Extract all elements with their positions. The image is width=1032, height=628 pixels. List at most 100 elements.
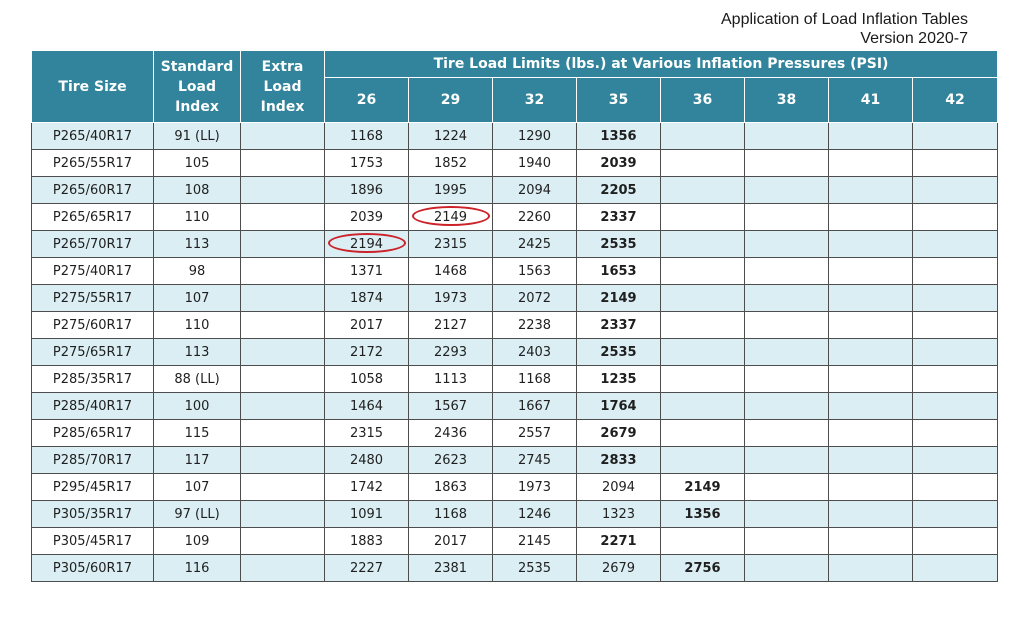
table-row: P285/70R17 117 2480 2623 2745 2833 xyxy=(31,446,999,474)
load-cell xyxy=(911,419,999,447)
table-row: P265/60R17 108 1896 1995 2094 2205 xyxy=(31,176,999,204)
tire-size-cell: P305/35R17 xyxy=(31,500,154,528)
col-header-psi-38: 38 xyxy=(744,77,829,123)
tire-size-cell: P305/60R17 xyxy=(31,554,154,582)
load-cell xyxy=(911,392,999,420)
tire-size-cell: P275/55R17 xyxy=(31,284,154,312)
load-cell xyxy=(911,338,999,366)
load-cell xyxy=(828,230,913,258)
load-cell: 2833 xyxy=(576,446,661,474)
extra-load-index-cell xyxy=(240,122,325,150)
document-version: Version 2020-7 xyxy=(860,30,968,47)
load-cell xyxy=(744,392,829,420)
col-header-extra-load-index: Extra Load Index xyxy=(240,50,325,123)
load-cell: 1168 xyxy=(408,500,493,528)
table-row: P285/40R17 100 1464 1567 1667 1764 xyxy=(31,392,999,420)
tire-size-cell: P285/70R17 xyxy=(31,446,154,474)
load-cell: 2172 xyxy=(324,338,409,366)
table-row: P305/45R17 109 1883 2017 2145 2271 xyxy=(31,527,999,555)
load-cell xyxy=(660,230,745,258)
standard-load-index-cell: 108 xyxy=(153,176,241,204)
load-cell xyxy=(744,446,829,474)
load-cell: 1323 xyxy=(576,500,661,528)
load-cell: 2679 xyxy=(576,554,661,582)
load-cell xyxy=(744,230,829,258)
col-header-tire-size: Tire Size xyxy=(31,50,154,123)
load-cell: 2315 xyxy=(324,419,409,447)
load-cell: 1653 xyxy=(576,257,661,285)
standard-load-index-cell: 113 xyxy=(153,230,241,258)
load-cell xyxy=(828,338,913,366)
load-cell xyxy=(744,257,829,285)
load-cell: 1058 xyxy=(324,365,409,393)
load-cell: 2039 xyxy=(576,149,661,177)
load-cell: 2227 xyxy=(324,554,409,582)
load-cell: 1667 xyxy=(492,392,577,420)
load-cell xyxy=(744,473,829,501)
standard-load-index-cell: 109 xyxy=(153,527,241,555)
col-header-psi-42: 42 xyxy=(911,77,999,123)
load-cell: 2271 xyxy=(576,527,661,555)
load-cell xyxy=(660,257,745,285)
load-cell xyxy=(744,122,829,150)
load-cell xyxy=(911,176,999,204)
load-cell xyxy=(911,311,999,339)
load-cell: 2072 xyxy=(492,284,577,312)
load-cell xyxy=(828,284,913,312)
load-cell: 1464 xyxy=(324,392,409,420)
load-cell: 2017 xyxy=(408,527,493,555)
load-cell: 1753 xyxy=(324,149,409,177)
load-cell: 1290 xyxy=(492,122,577,150)
table-row: P275/40R17 98 1371 1468 1563 1653 xyxy=(31,257,999,285)
load-cell: 1852 xyxy=(408,149,493,177)
load-cell xyxy=(828,392,913,420)
load-cell: 1896 xyxy=(324,176,409,204)
load-cell xyxy=(828,311,913,339)
table-row: P265/65R17 110 2039 2149 2260 2337 xyxy=(31,203,999,231)
load-cell: 2149 xyxy=(576,284,661,312)
load-cell xyxy=(660,284,745,312)
load-cell xyxy=(828,122,913,150)
load-value: 2149 xyxy=(433,209,468,225)
load-cell: 2094 xyxy=(492,176,577,204)
standard-load-index-cell: 116 xyxy=(153,554,241,582)
load-cell: 1356 xyxy=(576,122,661,150)
load-cell xyxy=(660,203,745,231)
table-row: P265/55R17 105 1753 1852 1940 2039 xyxy=(31,149,999,177)
standard-load-index-cell: 100 xyxy=(153,392,241,420)
table-row: P275/55R17 107 1874 1973 2072 2149 xyxy=(31,284,999,312)
load-cell xyxy=(660,527,745,555)
load-cell xyxy=(828,203,913,231)
table-row: P295/45R17 107 1742 1863 1973 2094 2149 xyxy=(31,473,999,501)
load-cell xyxy=(911,446,999,474)
load-cell: 2149 xyxy=(408,203,493,231)
standard-load-index-cell: 115 xyxy=(153,419,241,447)
extra-load-index-cell xyxy=(240,230,325,258)
load-cell xyxy=(744,419,829,447)
load-cell xyxy=(911,149,999,177)
table-row: P285/65R17 115 2315 2436 2557 2679 xyxy=(31,419,999,447)
load-cell xyxy=(828,500,913,528)
load-cell xyxy=(660,176,745,204)
load-cell xyxy=(660,392,745,420)
header-row-top: Tire Size Standard Load Index Extra Load… xyxy=(31,50,999,123)
load-cell xyxy=(660,446,745,474)
load-cell: 1371 xyxy=(324,257,409,285)
table-body: P265/40R17 91 (LL) 1168 1224 1290 1356 P265/55… xyxy=(31,122,999,582)
tire-size-cell: P265/60R17 xyxy=(31,176,154,204)
standard-load-index-cell: 107 xyxy=(153,284,241,312)
load-cell xyxy=(828,257,913,285)
load-cell xyxy=(660,338,745,366)
table-row: P265/40R17 91 (LL) 1168 1224 1290 1356 xyxy=(31,122,999,150)
load-cell: 2337 xyxy=(576,203,661,231)
extra-load-index-cell xyxy=(240,311,325,339)
load-cell xyxy=(828,473,913,501)
table-row: P275/60R17 110 2017 2127 2238 2337 xyxy=(31,311,999,339)
load-cell xyxy=(660,365,745,393)
load-cell xyxy=(828,554,913,582)
table-row: P275/65R17 113 2172 2293 2403 2535 xyxy=(31,338,999,366)
load-cell: 2535 xyxy=(576,338,661,366)
table-row: P265/70R17 113 2194 2315 2425 2535 xyxy=(31,230,999,258)
col-header-psi-32: 32 xyxy=(492,77,577,123)
load-cell: 1468 xyxy=(408,257,493,285)
